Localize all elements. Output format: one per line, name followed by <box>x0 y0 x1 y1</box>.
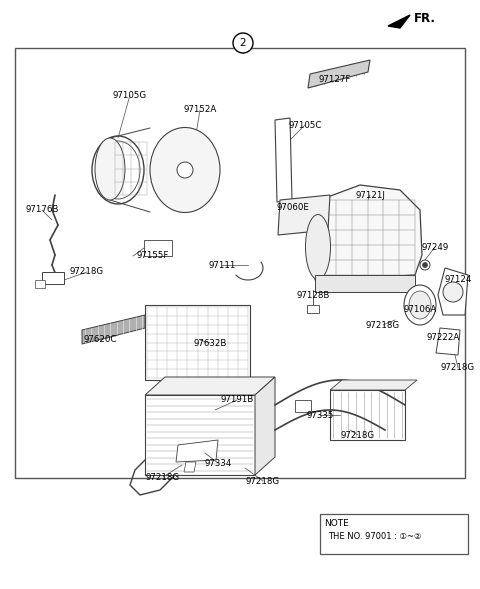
Bar <box>15 48 465 478</box>
Text: FR.: FR. <box>414 12 436 25</box>
Circle shape <box>177 162 193 178</box>
Polygon shape <box>388 15 410 28</box>
Circle shape <box>233 33 253 53</box>
Text: 97334: 97334 <box>204 458 232 468</box>
Ellipse shape <box>150 127 220 213</box>
Text: NOTE: NOTE <box>324 519 349 528</box>
Text: 97106A: 97106A <box>403 306 437 315</box>
Bar <box>35 280 45 288</box>
Polygon shape <box>438 268 468 315</box>
Polygon shape <box>82 315 145 344</box>
Text: 97335: 97335 <box>306 411 334 419</box>
Text: 97060E: 97060E <box>276 204 310 213</box>
Text: 97218G: 97218G <box>341 431 375 439</box>
Text: 97249: 97249 <box>421 243 449 252</box>
Text: 97105G: 97105G <box>113 91 147 100</box>
Text: 97620C: 97620C <box>84 336 117 345</box>
Bar <box>330 390 405 440</box>
Text: 97218G: 97218G <box>366 320 400 329</box>
Text: 2: 2 <box>240 38 246 48</box>
Text: 97127F: 97127F <box>319 75 351 84</box>
Text: 97222A: 97222A <box>426 333 460 342</box>
Bar <box>42 272 64 284</box>
Ellipse shape <box>305 214 331 280</box>
Circle shape <box>422 263 428 267</box>
Polygon shape <box>315 275 415 292</box>
Text: 97191B: 97191B <box>220 395 253 405</box>
Text: 97111: 97111 <box>208 260 236 270</box>
Bar <box>320 514 468 554</box>
Text: 97218G: 97218G <box>146 472 180 481</box>
Text: 97105C: 97105C <box>288 121 322 130</box>
Text: 97176B: 97176B <box>25 206 59 214</box>
Polygon shape <box>184 462 196 472</box>
Polygon shape <box>255 377 275 475</box>
Bar <box>295 400 311 412</box>
Polygon shape <box>308 60 370 88</box>
Text: 97121J: 97121J <box>355 190 385 200</box>
Text: 97218G: 97218G <box>441 363 475 372</box>
Circle shape <box>420 260 430 270</box>
Text: 97155F: 97155F <box>137 250 169 260</box>
Ellipse shape <box>409 291 431 319</box>
Polygon shape <box>275 118 292 202</box>
Ellipse shape <box>404 285 436 325</box>
Text: 97124: 97124 <box>444 276 472 284</box>
Polygon shape <box>330 380 417 390</box>
Ellipse shape <box>95 138 125 200</box>
Text: 97128B: 97128B <box>296 290 330 299</box>
Polygon shape <box>315 185 422 280</box>
Bar <box>144 240 172 256</box>
Circle shape <box>443 282 463 302</box>
Polygon shape <box>145 377 275 395</box>
Bar <box>145 305 250 380</box>
Text: 97632B: 97632B <box>193 339 227 348</box>
Text: 97218G: 97218G <box>70 267 104 276</box>
Text: THE NO. 97001 : ①~②: THE NO. 97001 : ①~② <box>328 532 421 541</box>
Bar <box>145 395 255 475</box>
Polygon shape <box>278 195 330 235</box>
Text: 97218G: 97218G <box>246 477 280 485</box>
Bar <box>307 305 319 313</box>
Polygon shape <box>176 440 218 462</box>
Text: 97152A: 97152A <box>183 105 216 114</box>
Polygon shape <box>436 328 460 355</box>
